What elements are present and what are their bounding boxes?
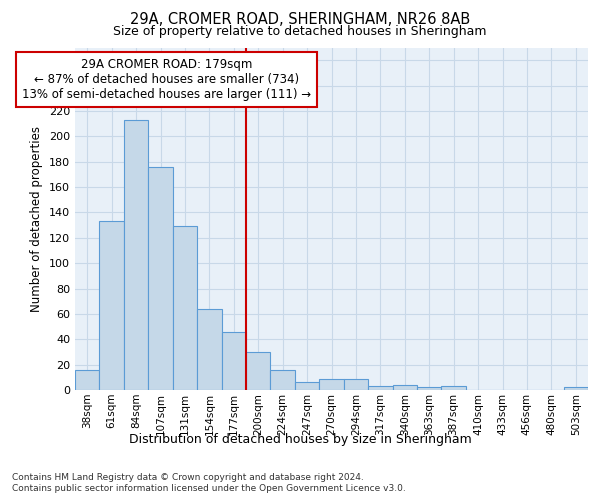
- Bar: [197, 309, 221, 390]
- Bar: [100, 222, 124, 390]
- Bar: [319, 378, 344, 390]
- Y-axis label: Number of detached properties: Number of detached properties: [31, 126, 43, 312]
- Bar: [295, 382, 319, 390]
- Text: Size of property relative to detached houses in Sheringham: Size of property relative to detached ho…: [113, 25, 487, 38]
- Text: Contains HM Land Registry data © Crown copyright and database right 2024.: Contains HM Land Registry data © Crown c…: [12, 472, 364, 482]
- Text: Distribution of detached houses by size in Sheringham: Distribution of detached houses by size …: [128, 432, 472, 446]
- Bar: [563, 388, 588, 390]
- Bar: [271, 370, 295, 390]
- Bar: [124, 120, 148, 390]
- Bar: [173, 226, 197, 390]
- Bar: [442, 386, 466, 390]
- Bar: [368, 386, 392, 390]
- Bar: [221, 332, 246, 390]
- Bar: [392, 385, 417, 390]
- Bar: [417, 388, 442, 390]
- Text: 29A CROMER ROAD: 179sqm
← 87% of detached houses are smaller (734)
13% of semi-d: 29A CROMER ROAD: 179sqm ← 87% of detache…: [22, 58, 311, 101]
- Bar: [344, 378, 368, 390]
- Bar: [148, 166, 173, 390]
- Text: 29A, CROMER ROAD, SHERINGHAM, NR26 8AB: 29A, CROMER ROAD, SHERINGHAM, NR26 8AB: [130, 12, 470, 28]
- Bar: [75, 370, 100, 390]
- Text: Contains public sector information licensed under the Open Government Licence v3: Contains public sector information licen…: [12, 484, 406, 493]
- Bar: [246, 352, 271, 390]
